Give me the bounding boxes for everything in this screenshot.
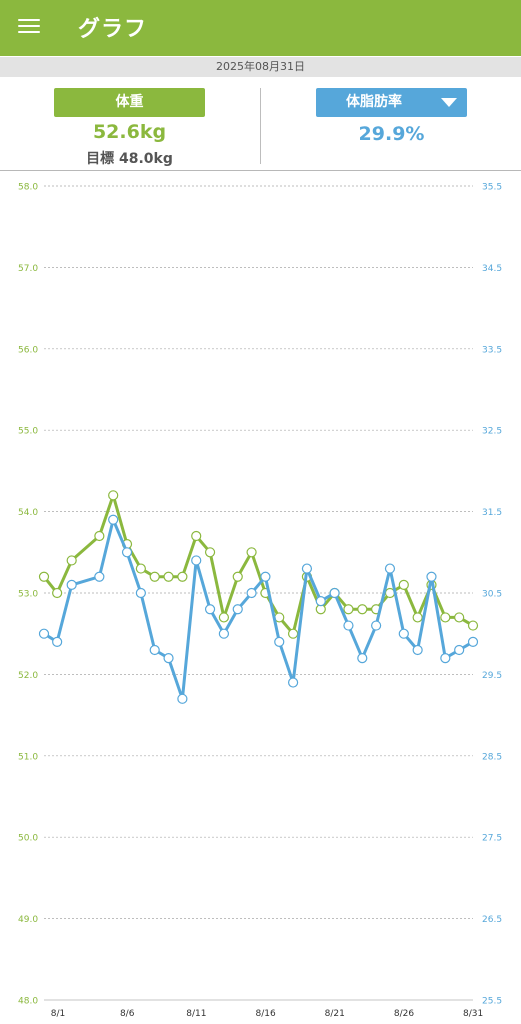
weight-data-point	[218, 612, 230, 623]
y-left-tick-label: 50.0	[18, 834, 38, 844]
y-right-tick-label: 26.5	[482, 915, 502, 925]
y-left-tick-label: 53.0	[18, 590, 38, 600]
fat-data-point	[467, 636, 479, 647]
fat-data-point	[135, 587, 146, 599]
y-left-tick-label: 49.0	[18, 915, 38, 925]
y-right-tick-label: 35.5	[482, 183, 502, 193]
weight-data-point	[467, 620, 479, 631]
fat-data-point	[315, 596, 326, 607]
y-left-tick-label: 48.0	[18, 997, 38, 1007]
fat-data-point	[371, 620, 382, 631]
body-fat-label: 体脂肪率	[346, 94, 402, 110]
x-tick-label: 8/26	[394, 1009, 414, 1019]
fat-data-point	[149, 644, 160, 656]
fat-data-point	[301, 563, 313, 574]
weight-series-line	[42, 493, 474, 636]
y-left-tick-label: 58.0	[18, 183, 38, 193]
weight-data-point	[440, 612, 451, 623]
x-tick-label: 8/1	[51, 1009, 65, 1019]
weight-data-point	[191, 530, 202, 542]
x-tick-label: 8/6	[120, 1009, 135, 1019]
weight-data-point	[343, 604, 354, 615]
weight-data-point	[177, 571, 188, 582]
fat-data-point	[38, 628, 50, 639]
weight-data-point	[204, 547, 216, 558]
weight-data-point	[412, 612, 423, 623]
body-fat-dropdown-button[interactable]: 体脂肪率	[316, 88, 467, 117]
y-right-tick-label: 25.5	[482, 997, 502, 1007]
weight-data-point	[94, 530, 105, 542]
weight-data-point	[66, 555, 77, 566]
fat-data-point	[94, 571, 105, 582]
goal-weight-text: 目標 48.0kg	[86, 151, 173, 167]
y-left-tick-label: 55.0	[18, 427, 38, 437]
fat-data-point	[398, 628, 409, 639]
y-right-tick-label: 31.5	[482, 508, 502, 518]
page-title: グラフ	[78, 17, 148, 42]
fat-data-point	[66, 579, 77, 590]
y-right-tick-label: 33.5	[482, 345, 502, 355]
y-right-tick-label: 32.5	[482, 427, 502, 437]
weight-data-point	[163, 571, 174, 582]
weight-data-point	[149, 571, 160, 582]
y-left-tick-label: 54.0	[18, 508, 38, 518]
weight-tab-button[interactable]: 体重	[54, 88, 205, 117]
y-left-tick-label: 51.0	[18, 752, 38, 762]
fat-data-point	[329, 587, 340, 599]
weight-data-point	[232, 571, 243, 582]
weight-data-point	[38, 571, 50, 582]
dropdown-triangle-icon	[441, 98, 457, 107]
fat-data-point	[343, 620, 354, 631]
date-label: 2025年08月31日	[0, 57, 521, 77]
hamburger-menu-icon[interactable]	[16, 15, 42, 41]
fat-series-line	[43, 518, 474, 701]
x-tick-label: 8/11	[186, 1009, 206, 1019]
weight-fat-line-chart: 58.0 35.5 57.0 34.5 56.0 33.5 55.0 32.5 54.0 31.5…	[18, 183, 502, 1020]
fat-data-point	[384, 563, 396, 574]
fat-data-point	[108, 514, 119, 525]
fat-data-point	[177, 693, 188, 704]
fat-data-point	[412, 644, 423, 656]
fat-data-point	[440, 653, 451, 664]
y-right-tick-label: 34.5	[482, 264, 502, 274]
x-tick-label: 8/16	[255, 1009, 275, 1019]
y-right-tick-label: 28.5	[482, 752, 502, 762]
weight-data-point	[287, 628, 299, 639]
fat-data-point	[204, 604, 216, 615]
y-right-tick-label: 29.5	[482, 671, 502, 681]
x-tick-label: 8/31	[463, 1009, 483, 1019]
y-right-tick-label: 30.5	[482, 590, 502, 600]
weight-data-point	[398, 579, 409, 590]
fat-data-point	[232, 604, 243, 615]
weight-data-point	[454, 612, 465, 623]
fat-data-point	[426, 571, 437, 582]
summary-divider	[260, 88, 261, 164]
weight-value: 52.6kg	[92, 121, 167, 143]
fat-data-point	[163, 653, 174, 664]
fat-data-point	[218, 628, 230, 639]
fat-data-point	[274, 636, 285, 647]
weight-data-point	[135, 563, 146, 574]
y-right-tick-label: 27.5	[482, 834, 502, 844]
body-fat-value: 29.9%	[358, 123, 425, 145]
fat-data-point	[454, 644, 465, 656]
weight-data-point	[52, 587, 63, 599]
fat-data-point	[121, 547, 133, 558]
fat-data-point	[52, 636, 63, 647]
fat-data-point	[260, 571, 271, 582]
fat-data-point	[246, 587, 257, 599]
app-bar: グラフ	[0, 0, 521, 56]
fat-data-point	[191, 555, 202, 566]
summary-panel: 体重 52.6kg 目標 48.0kg 体脂肪率 29.9%	[0, 78, 521, 171]
y-left-tick-label: 56.0	[18, 345, 38, 355]
y-left-tick-label: 57.0	[18, 264, 38, 274]
weight-data-point	[108, 490, 119, 501]
weight-data-point	[357, 604, 368, 615]
y-left-tick-label: 52.0	[18, 671, 38, 681]
fat-data-point	[287, 677, 299, 688]
fat-data-point	[357, 653, 368, 664]
x-tick-label: 8/21	[325, 1009, 345, 1019]
weight-data-point	[246, 547, 257, 558]
